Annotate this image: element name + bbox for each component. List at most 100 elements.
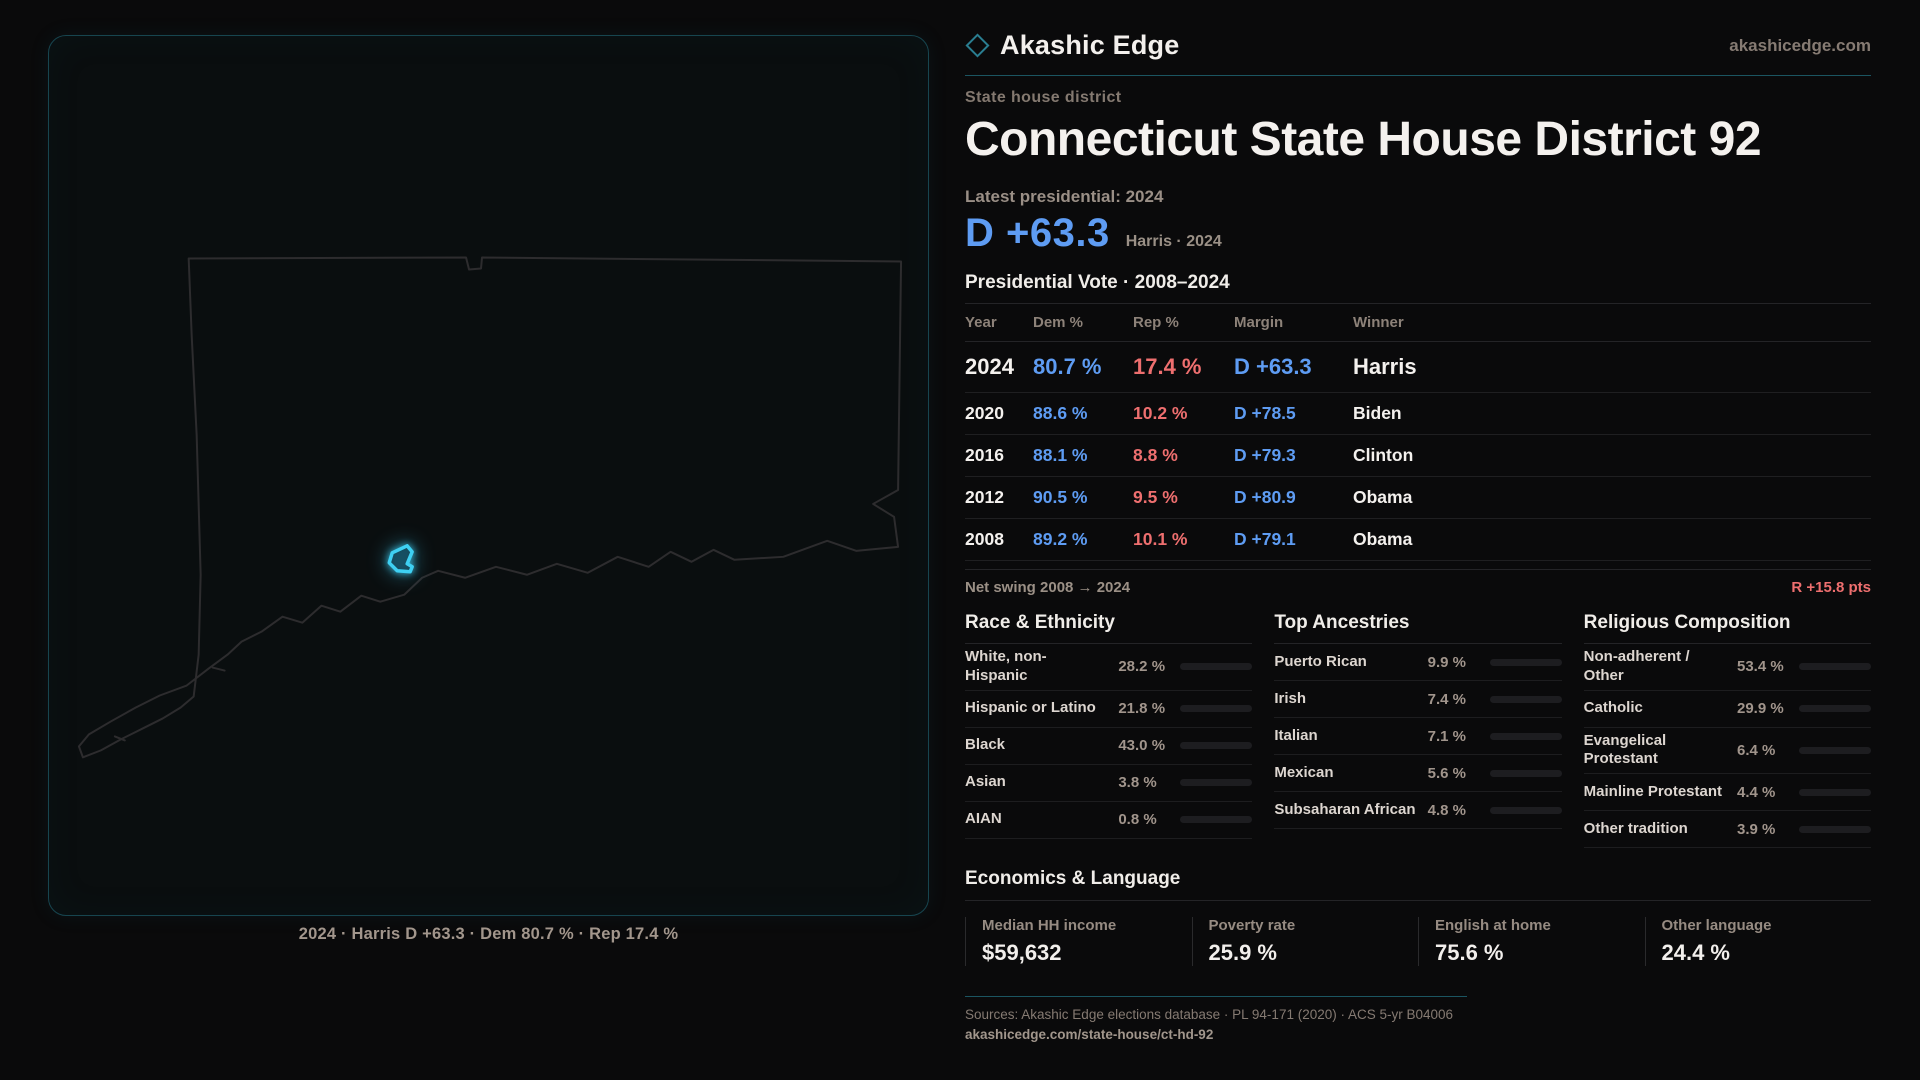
stat-label: English at home — [1435, 917, 1551, 934]
stat-label: Other tradition — [1583, 819, 1688, 837]
stat-value: 25.9 % — [1208, 940, 1278, 965]
site-link[interactable]: akashicedge.com — [1729, 35, 1871, 55]
stat-bar — [1489, 806, 1562, 814]
stat-value: 9.9 % — [1427, 653, 1467, 671]
stat-label: Poverty rate — [1208, 917, 1296, 934]
stat-label: Asian — [965, 773, 1006, 791]
rep-cell: 9.5 % — [1133, 487, 1178, 507]
col-winner: Winner — [1353, 314, 1404, 331]
stat-label: Irish — [1274, 689, 1307, 707]
dem-cell: 89.2 % — [1033, 529, 1088, 549]
stat-bar — [1799, 788, 1871, 796]
stat-row: Non-adherent / Other 53.4 % — [1583, 644, 1871, 691]
stat-row: Other tradition 3.9 % — [1583, 811, 1871, 848]
stat-value: 43.0 % — [1118, 737, 1166, 754]
stat-label: Mainline Protestant — [1583, 782, 1723, 800]
stat-card: Poverty rate 25.9 % — [1191, 917, 1419, 966]
ancestries-section: Top Ancestries Puerto Rican 9.9 % Irish … — [1274, 612, 1562, 848]
net-swing-label: Net swing 2008 → 2024 — [965, 579, 1131, 596]
margin-cell: D +78.5 — [1234, 403, 1296, 423]
stat-row: Subsaharan African 4.8 % — [1274, 792, 1562, 829]
headline-context: Harris · 2024 — [1125, 233, 1222, 250]
footer-divider — [965, 996, 1467, 997]
table-row: 2016 88.1 % 8.8 % D +79.3 Clinton — [965, 435, 1871, 477]
col-dem: Dem % — [1033, 314, 1084, 331]
year-cell: 2012 — [965, 487, 1004, 507]
stat-value: 29.9 % — [1737, 700, 1784, 717]
stat-bar — [1180, 816, 1253, 823]
year-cell: 2020 — [965, 403, 1004, 423]
stat-label: Black — [965, 736, 1006, 754]
headline: D +63.3 Harris · 2024 — [965, 211, 1871, 256]
stat-row: Black 43.0 % — [965, 728, 1253, 765]
winner-cell: Biden — [1353, 403, 1402, 423]
vote-table: Year Dem % Rep % Margin Winner 2024 80.7… — [965, 303, 1871, 561]
stat-value: 53.4 % — [1737, 658, 1784, 676]
table-row: 2012 90.5 % 9.5 % D +80.9 Obama — [965, 477, 1871, 519]
brand-name: Akashic Edge — [1000, 30, 1180, 60]
economics-stats: Median HH income $59,632 Poverty rate 25… — [965, 917, 1871, 966]
vote-table-title: Presidential Vote · 2008–2024 — [965, 272, 1230, 293]
stat-bar — [1799, 825, 1871, 833]
stat-value: 0.8 % — [1118, 811, 1157, 828]
stat-bar — [1489, 769, 1562, 777]
stat-row: Mexican 5.6 % — [1274, 755, 1562, 792]
page-title: Connecticut State House District 92 — [965, 113, 1762, 166]
map-caption: 2024 · Harris D +63.3 · Dem 80.7 % · Rep… — [298, 925, 679, 943]
margin-cell: D +79.1 — [1234, 529, 1296, 549]
dem-cell: 90.5 % — [1033, 487, 1088, 507]
stat-value: 7.1 % — [1427, 727, 1467, 745]
net-swing-value: R +15.8 pts — [1791, 579, 1871, 596]
col-rep: Rep % — [1133, 314, 1179, 331]
latest-presidential-label: Latest presidential: 2024 — [965, 187, 1164, 206]
coastal-island — [211, 666, 226, 672]
year-cell: 2008 — [965, 529, 1004, 549]
stat-value: 4.8 % — [1427, 801, 1467, 819]
stat-label: Non-adherent / Other — [1583, 648, 1690, 684]
winner-cell: Clinton — [1353, 445, 1414, 465]
stat-card: Other language 24.4 % — [1644, 917, 1872, 966]
stat-label: Hispanic or Latino — [965, 699, 1096, 717]
stat-bar — [1180, 742, 1253, 749]
race-ethnicity-section: Race & Ethnicity White, non-Hispanic 28.… — [965, 612, 1253, 848]
footer: Sources: Akashic Edge elections database… — [965, 996, 1871, 1044]
table-row: 2020 88.6 % 10.2 % D +78.5 Biden — [965, 393, 1871, 435]
section-title: Top Ancestries — [1274, 612, 1562, 644]
winner-cell: Obama — [1353, 529, 1413, 549]
stat-label: Puerto Rican — [1274, 652, 1367, 670]
stat-row: White, non-Hispanic 28.2 % — [965, 644, 1253, 691]
stat-bar — [1180, 779, 1253, 786]
diamond-icon — [965, 33, 990, 58]
headline-margin: D +63.3 — [965, 211, 1110, 255]
margin-cell: D +63.3 — [1234, 354, 1312, 379]
stat-value: 75.6 % — [1435, 940, 1504, 965]
dem-cell: 80.7 % — [1033, 354, 1102, 379]
margin-cell: D +79.3 — [1234, 445, 1296, 465]
stat-row: Irish 7.4 % — [1274, 681, 1562, 718]
stat-value: 6.4 % — [1737, 741, 1776, 759]
demographics-grid: Race & Ethnicity White, non-Hispanic 28.… — [965, 612, 1871, 848]
table-row: 2008 89.2 % 10.1 % D +79.1 Obama — [965, 519, 1871, 561]
dem-cell: 88.1 % — [1033, 445, 1088, 465]
state-outline — [77, 256, 903, 759]
stat-value: 7.4 % — [1427, 690, 1467, 708]
stat-row: Catholic 29.9 % — [1583, 691, 1871, 728]
stat-value: 5.6 % — [1427, 764, 1467, 782]
rep-cell: 8.8 % — [1133, 445, 1178, 465]
section-title: Religious Composition — [1583, 612, 1871, 644]
kicker: State house district — [965, 89, 1122, 106]
stat-bar — [1489, 732, 1562, 740]
stat-value: 3.9 % — [1737, 820, 1776, 838]
stat-label: Median HH income — [982, 917, 1117, 934]
connecticut-map — [77, 256, 903, 759]
stat-value: 21.8 % — [1118, 700, 1166, 717]
net-swing: Net swing 2008 → 2024 R +15.8 pts — [965, 569, 1871, 596]
stat-bar — [1799, 663, 1871, 671]
stat-bar — [1180, 705, 1253, 712]
col-margin: Margin — [1234, 314, 1284, 331]
stat-label: Catholic — [1583, 699, 1643, 717]
margin-cell: D +80.9 — [1234, 487, 1296, 507]
vote-table-header: Year Dem % Rep % Margin Winner — [965, 303, 1871, 342]
permalink[interactable]: akashicedge.com/state-house/ct-hd-92 — [965, 1027, 1214, 1042]
stat-bar — [1799, 705, 1871, 712]
